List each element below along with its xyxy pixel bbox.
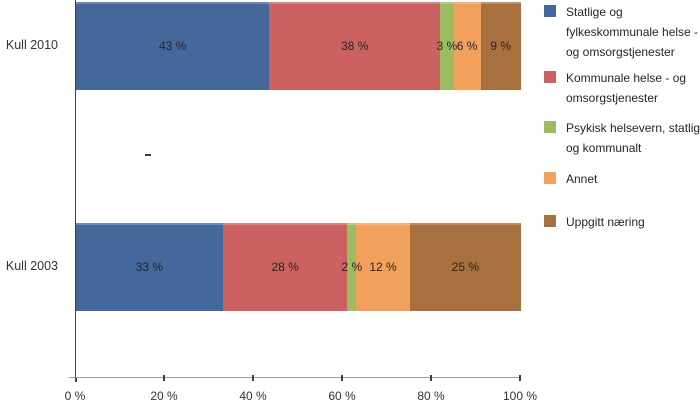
bar-segment: 3 % <box>436 2 457 90</box>
legend-item: Uppgitt næring <box>544 212 700 232</box>
legend-label: Kommunale helse - og omsorgstjenester <box>566 71 687 105</box>
bar-segment: 2 % <box>342 223 362 311</box>
value-label: 3 % <box>436 39 458 53</box>
value-label: 6 % <box>456 39 478 53</box>
x-axis-tick <box>252 375 254 381</box>
x-axis-tick-zero <box>75 378 77 382</box>
bar-row-kull-2010: 43 % 38 % 3 % 6 % 9 % <box>76 2 522 90</box>
value-label: 12 % <box>369 260 397 274</box>
x-axis-tick <box>341 375 343 381</box>
y-axis-tick <box>145 154 151 156</box>
x-axis-tick-label: 20 % <box>150 389 178 403</box>
legend-label: Psykisk helsevern, statlig og kommunalt <box>566 121 700 155</box>
value-label: 33 % <box>135 260 164 274</box>
legend-label: Statlige og fylkeskommunale helse - og o… <box>566 5 699 59</box>
x-axis-tick-label: 80 % <box>417 389 445 403</box>
category-label: Kull 2010 <box>5 38 58 52</box>
legend-label: Uppgitt næring <box>566 215 645 229</box>
x-axis-tick-label: 100 % <box>502 389 538 403</box>
x-axis-tick <box>430 375 432 381</box>
bar-row-kull-2003: 33 % 28 % 2 % 12 % 25 % <box>76 223 522 311</box>
legend-swatch-icon <box>544 121 556 133</box>
value-label: 9 % <box>490 39 512 53</box>
legend-swatch-icon <box>544 215 556 227</box>
bar-segment: 28 % <box>222 223 348 311</box>
legend-swatch-icon <box>544 172 556 184</box>
x-axis-tick-label: 40 % <box>239 389 267 403</box>
value-label: 38 % <box>341 39 369 53</box>
category-label: Kull 2003 <box>5 259 58 273</box>
value-label: 43 % <box>158 39 187 53</box>
x-axis-tick <box>519 375 521 381</box>
value-label: 28 % <box>271 260 299 274</box>
legend-item: Annet <box>544 169 700 189</box>
x-axis-tick-label: 0 % <box>64 389 86 403</box>
bar-segment: 33 % <box>76 223 223 311</box>
bar-segment: 38 % <box>269 2 441 90</box>
bar-segment: 25 % <box>409 223 522 311</box>
x-axis-tick-label: 60 % <box>328 389 356 403</box>
bar-segment: 12 % <box>356 223 411 311</box>
legend-swatch-icon <box>544 71 556 83</box>
legend-item: Kommunale helse - og omsorgstjenester <box>544 68 700 108</box>
x-axis-line <box>69 377 520 379</box>
bar-segment: 9 % <box>480 2 522 90</box>
plot-area: 43 % 38 % 3 % 6 % 9 % 33 % 28 % 2 % 12 % 25 % <box>75 0 522 378</box>
bar-segment: 6 % <box>453 2 481 90</box>
bar-segment: 43 % <box>76 2 270 90</box>
x-axis-tick <box>163 375 165 381</box>
legend-swatch-icon <box>544 5 556 17</box>
legend-label: Annet <box>566 172 598 186</box>
value-label: 2 % <box>341 260 363 274</box>
legend-item: Psykisk helsevern, statlig og kommunalt <box>544 118 700 158</box>
legend-item: Statlige og fylkeskommunale helse - og o… <box>544 2 700 62</box>
value-label: 25 % <box>451 260 480 274</box>
